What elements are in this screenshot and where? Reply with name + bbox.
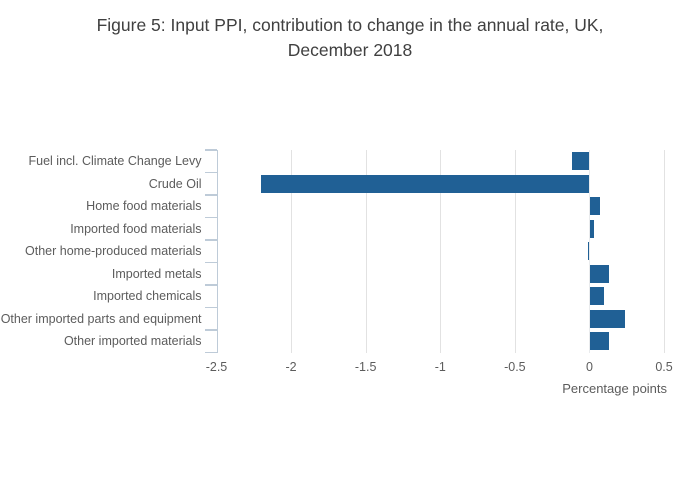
bar-imported-food-materials [589,219,594,238]
bar-other-imported-parts-and-equipment [589,309,626,328]
y-axis-tick [204,149,217,151]
zero-line [588,150,591,353]
category-label-imported-food-materials: Imported food materials [70,221,202,236]
x-tick-label--0.5: -0.5 [504,359,526,374]
y-axis-line [216,150,218,353]
x-tick-label-0: 0 [585,359,593,374]
y-axis-tick [204,351,217,354]
y-axis-tick [204,239,217,241]
bar-other-imported-materials [589,332,609,351]
x-tick-label--1.5: -1.5 [354,359,377,374]
category-label-imported-metals: Imported metals [111,266,202,281]
y-axis-tick [204,261,217,264]
bar-imported-chemicals [589,287,605,306]
category-label-crude-oil: Crude Oil [148,176,202,191]
bar-crude-oil [261,174,590,193]
bar-home-food-materials [589,197,600,216]
y-axis-tick [204,306,217,309]
x-tick-label-0.5: 0.5 [655,359,673,374]
y-axis-tick [204,329,217,331]
x-tick-label--2: -2 [285,359,297,374]
bar-imported-metals [589,264,609,283]
y-axis-tick [204,171,217,174]
category-label-fuel-incl-climate-change-levy: Fuel incl. Climate Change Levy [28,154,202,168]
category-label-other-imported-parts-and-equipment: Other imported parts and equipment [0,311,202,326]
category-label-imported-chemicals: Imported chemicals [93,289,202,303]
x-axis-title: Percentage points [562,380,668,396]
y-axis-tick [204,194,217,196]
figure-title: Figure 5: Input PPI, contribution to cha… [96,15,604,60]
category-label-other-imported-materials: Other imported materials [63,334,202,348]
x-tick-label--1: -1 [434,359,446,374]
gridline [365,150,367,353]
gridline [440,150,442,353]
bar-fuel-incl-climate-change-levy [571,152,590,171]
gridline [291,150,293,353]
category-label-home-food-materials: Home food materials [86,199,202,213]
y-axis-tick [204,216,217,219]
y-axis-tick [204,284,217,286]
x-tick-label--2.5: -2.5 [205,359,228,374]
gridline [664,150,666,353]
gridline [514,150,516,353]
category-label-other-home-produced-materials: Other home-produced materials [25,244,202,258]
